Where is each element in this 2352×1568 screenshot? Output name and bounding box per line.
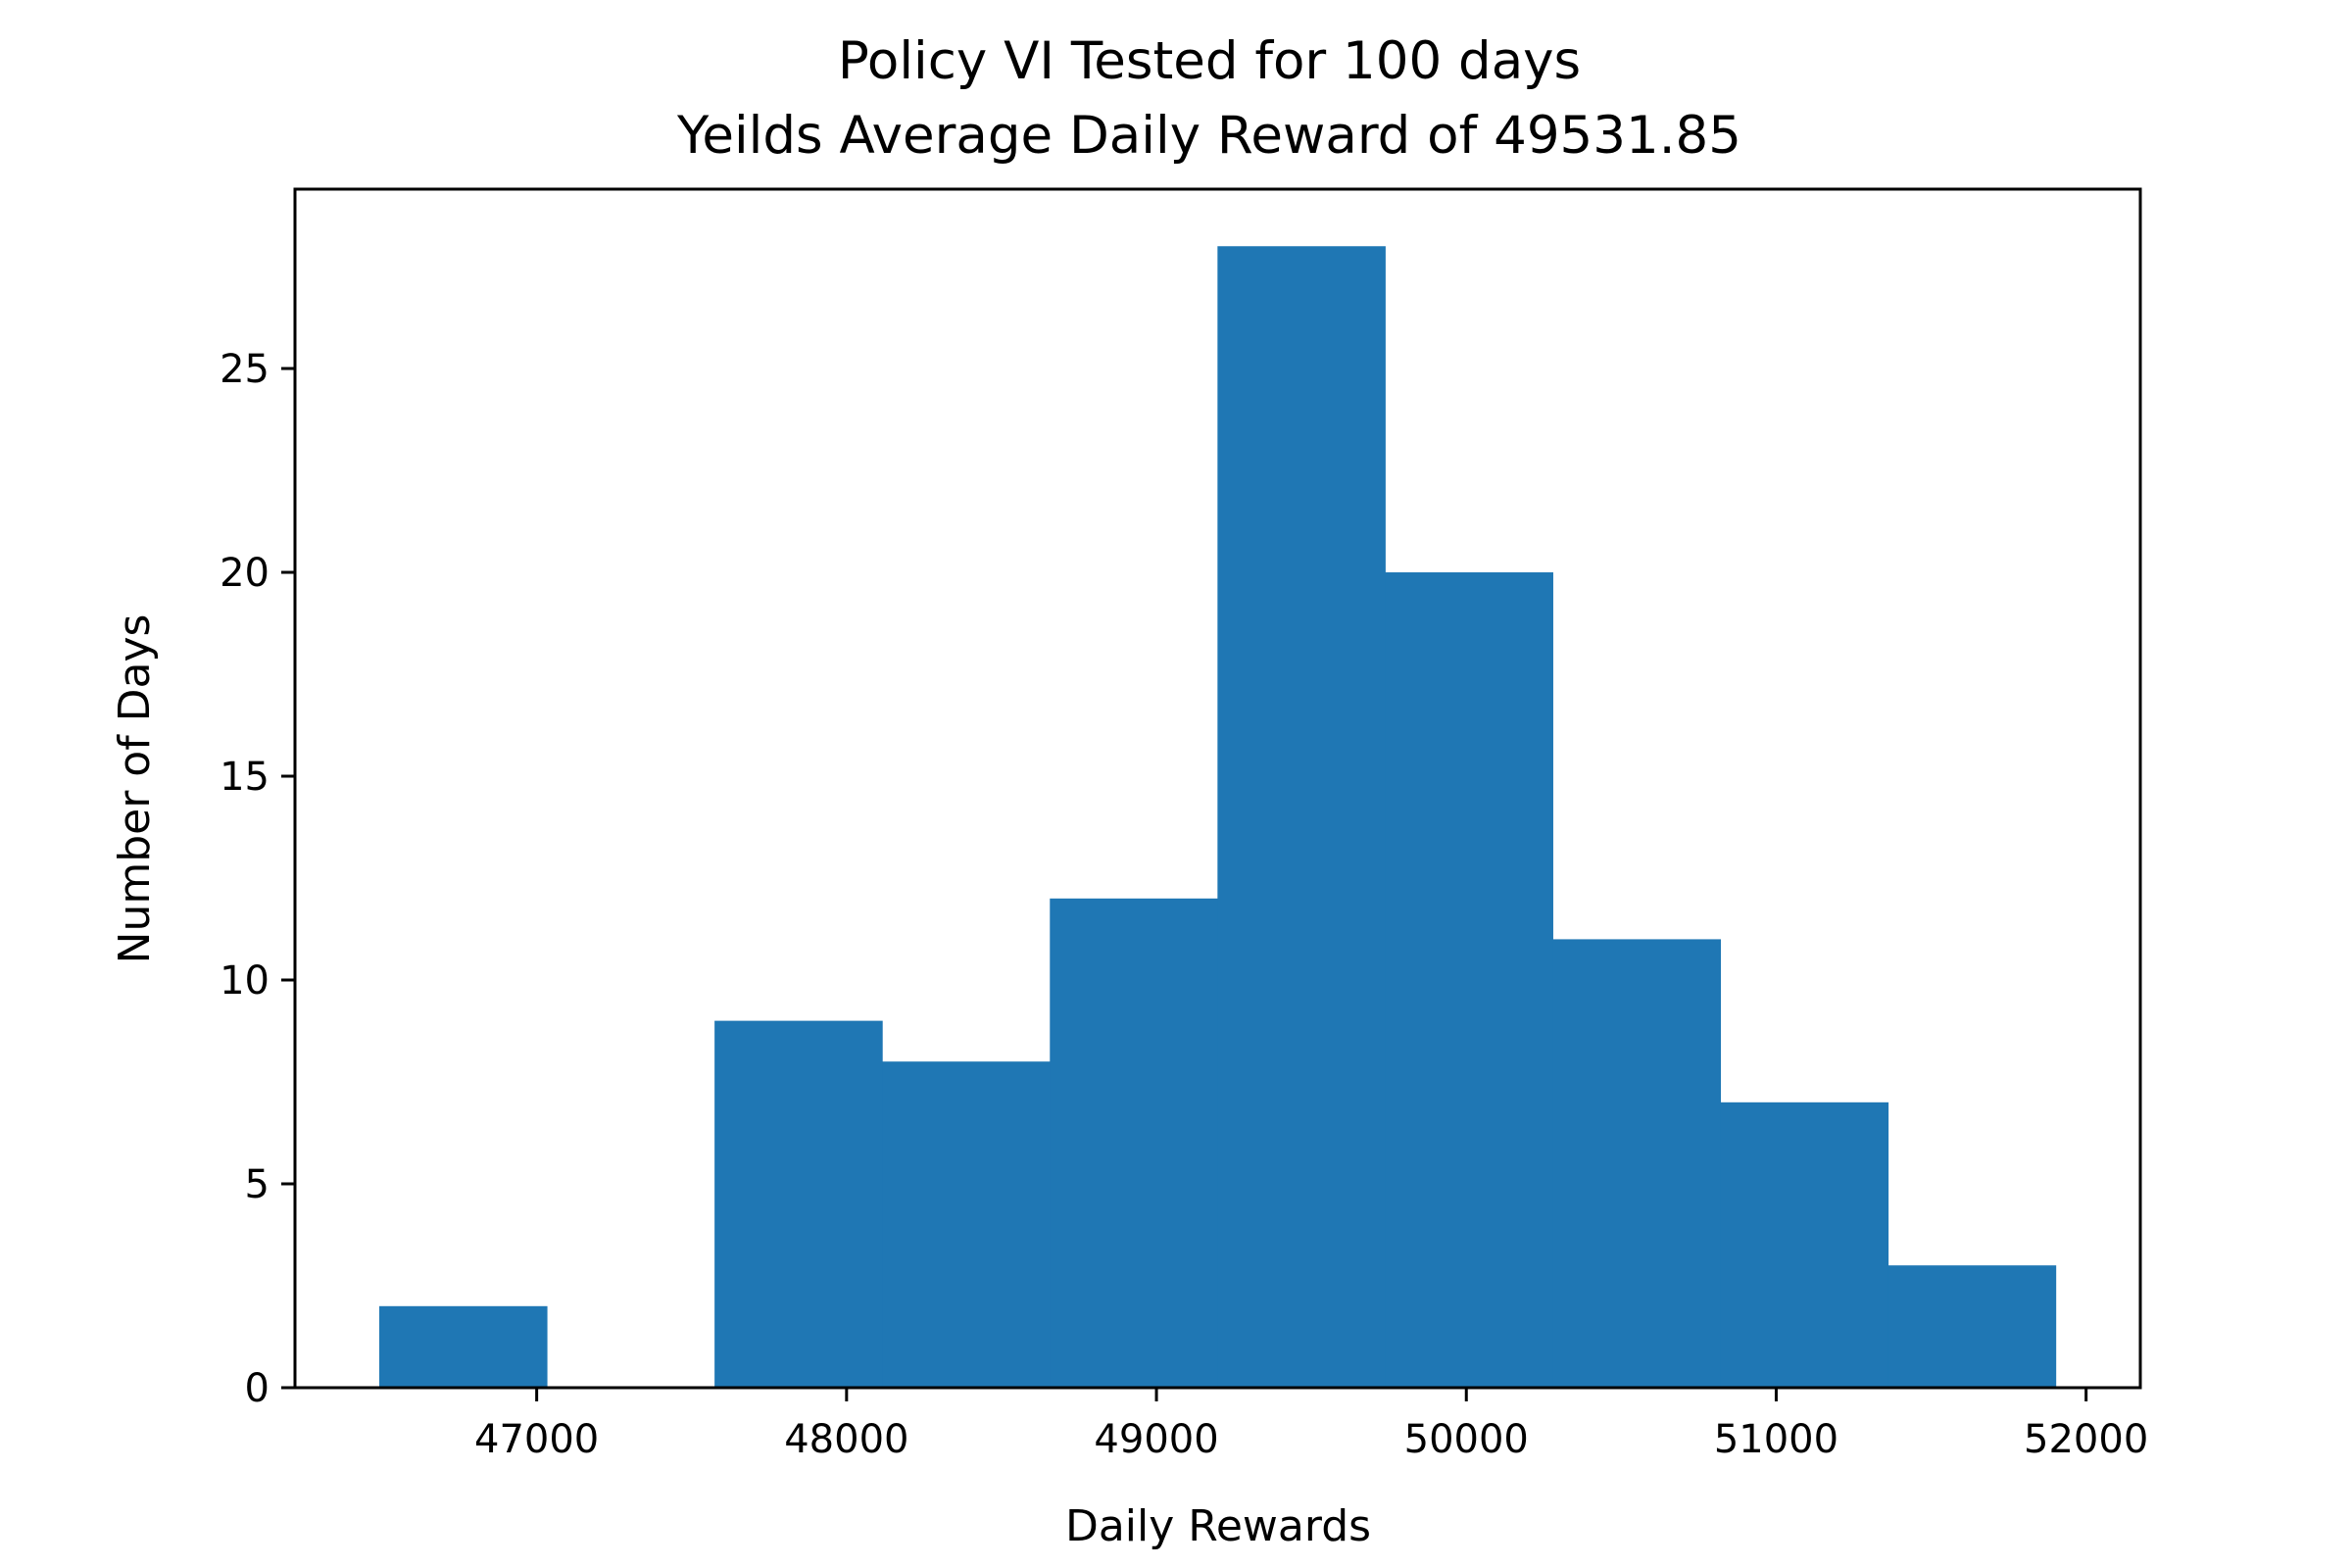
x-axis-ticks: 47000 48000 49000 50000 51000 52000 (474, 1388, 2148, 1462)
x-tick-label: 48000 (784, 1417, 908, 1462)
histogram-bar (1050, 898, 1218, 1388)
y-tick-label: 25 (220, 347, 270, 392)
y-axis-ticks: 0 5 10 15 20 25 (220, 347, 295, 1411)
y-tick-label: 5 (245, 1162, 270, 1207)
x-tick-label: 50000 (1404, 1417, 1529, 1462)
plot-frame (293, 187, 2142, 1390)
x-axis-label: Daily Rewards (1065, 1501, 1371, 1551)
histogram-bar (1552, 939, 1722, 1388)
x-tick-label: 51000 (1714, 1417, 1838, 1462)
y-tick-label: 20 (220, 551, 270, 596)
y-tick-label: 10 (220, 958, 270, 1004)
x-tick-label: 52000 (2024, 1417, 2148, 1462)
histogram-bar (714, 1020, 883, 1388)
y-tick-label: 0 (245, 1366, 270, 1411)
histogram-bar (882, 1061, 1051, 1388)
histogram-bar (1720, 1102, 1889, 1388)
chart-subtitle: Yeilds Average Daily Reward of 49531.85 (676, 106, 1741, 166)
x-tick-label: 47000 (474, 1417, 599, 1462)
histogram-bar (1887, 1265, 2057, 1388)
x-tick-label: 49000 (1094, 1417, 1218, 1462)
histogram-bar (1217, 246, 1386, 1389)
histogram-bar (1385, 572, 1553, 1388)
histogram-bars (379, 246, 2057, 1389)
chart-title: Policy VI Tested for 100 days (838, 31, 1581, 91)
y-axis-label: Number of Days (110, 614, 160, 964)
histogram-bar (379, 1305, 548, 1388)
y-tick-label: 15 (220, 755, 270, 800)
